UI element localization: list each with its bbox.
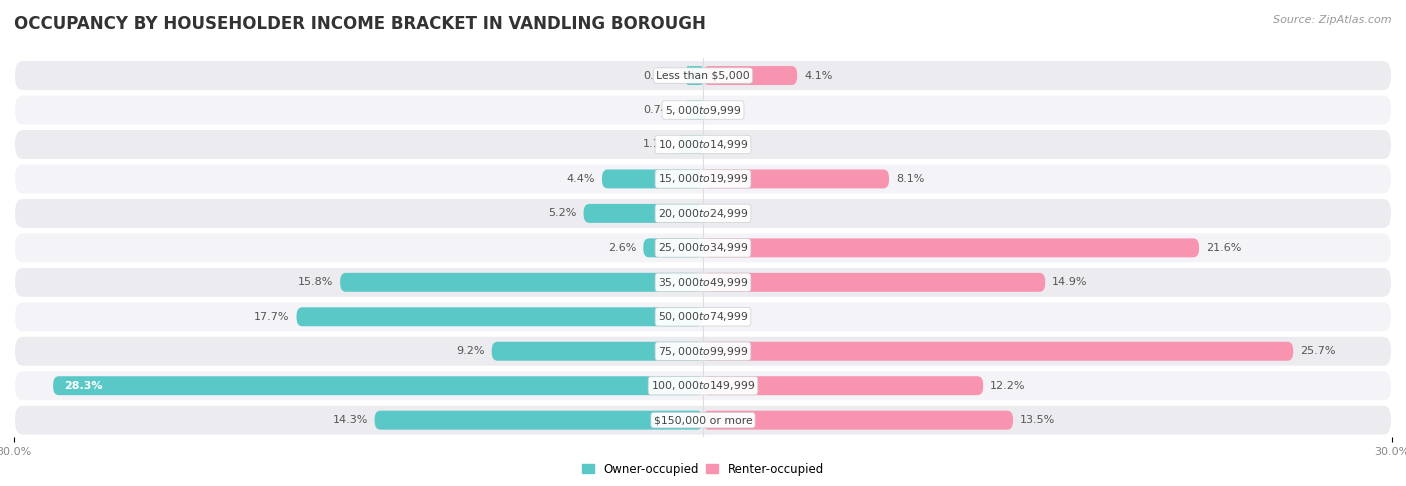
Text: $25,000 to $34,999: $25,000 to $34,999 <box>658 242 748 254</box>
Text: 0.74%: 0.74% <box>644 105 679 115</box>
Text: $100,000 to $149,999: $100,000 to $149,999 <box>651 379 755 392</box>
Text: 21.6%: 21.6% <box>1206 243 1241 253</box>
FancyBboxPatch shape <box>297 307 703 326</box>
FancyBboxPatch shape <box>374 411 703 430</box>
Text: 17.7%: 17.7% <box>254 312 290 322</box>
FancyBboxPatch shape <box>583 204 703 223</box>
Text: 9.2%: 9.2% <box>457 346 485 356</box>
FancyBboxPatch shape <box>703 273 1045 292</box>
FancyBboxPatch shape <box>703 170 889 189</box>
Text: 4.4%: 4.4% <box>567 174 595 184</box>
Text: $150,000 or more: $150,000 or more <box>654 415 752 425</box>
FancyBboxPatch shape <box>14 232 1392 263</box>
Text: $35,000 to $49,999: $35,000 to $49,999 <box>658 276 748 289</box>
FancyBboxPatch shape <box>14 198 1392 229</box>
Text: 28.3%: 28.3% <box>65 381 103 391</box>
Text: Less than $5,000: Less than $5,000 <box>657 70 749 81</box>
Text: 14.9%: 14.9% <box>1052 278 1088 287</box>
Text: 0.74%: 0.74% <box>644 70 679 81</box>
FancyBboxPatch shape <box>678 135 703 154</box>
FancyBboxPatch shape <box>703 342 1294 361</box>
FancyBboxPatch shape <box>53 376 703 395</box>
Text: 2.6%: 2.6% <box>607 243 637 253</box>
FancyBboxPatch shape <box>644 239 703 258</box>
Text: $10,000 to $14,999: $10,000 to $14,999 <box>658 138 748 151</box>
FancyBboxPatch shape <box>14 301 1392 332</box>
Text: 0.0%: 0.0% <box>710 139 738 150</box>
FancyBboxPatch shape <box>14 163 1392 194</box>
FancyBboxPatch shape <box>703 66 797 85</box>
FancyBboxPatch shape <box>686 101 703 120</box>
FancyBboxPatch shape <box>14 267 1392 298</box>
FancyBboxPatch shape <box>14 370 1392 401</box>
Text: $20,000 to $24,999: $20,000 to $24,999 <box>658 207 748 220</box>
FancyBboxPatch shape <box>14 405 1392 435</box>
Text: 15.8%: 15.8% <box>298 278 333 287</box>
Text: 5.2%: 5.2% <box>548 208 576 218</box>
Text: $50,000 to $74,999: $50,000 to $74,999 <box>658 310 748 323</box>
Text: Source: ZipAtlas.com: Source: ZipAtlas.com <box>1274 15 1392 25</box>
Text: $15,000 to $19,999: $15,000 to $19,999 <box>658 173 748 186</box>
Text: 4.1%: 4.1% <box>804 70 832 81</box>
Text: 25.7%: 25.7% <box>1301 346 1336 356</box>
Text: 0.0%: 0.0% <box>710 105 738 115</box>
FancyBboxPatch shape <box>14 60 1392 91</box>
Text: 13.5%: 13.5% <box>1019 415 1054 425</box>
Text: 1.1%: 1.1% <box>643 139 671 150</box>
FancyBboxPatch shape <box>602 170 703 189</box>
FancyBboxPatch shape <box>703 239 1199 258</box>
FancyBboxPatch shape <box>14 129 1392 160</box>
FancyBboxPatch shape <box>703 411 1012 430</box>
Legend: Owner-occupied, Renter-occupied: Owner-occupied, Renter-occupied <box>578 458 828 481</box>
Text: 0.0%: 0.0% <box>710 208 738 218</box>
Text: 12.2%: 12.2% <box>990 381 1025 391</box>
FancyBboxPatch shape <box>14 336 1392 367</box>
Text: 0.0%: 0.0% <box>710 312 738 322</box>
FancyBboxPatch shape <box>340 273 703 292</box>
Text: 8.1%: 8.1% <box>896 174 924 184</box>
FancyBboxPatch shape <box>14 94 1392 125</box>
Text: 14.3%: 14.3% <box>332 415 368 425</box>
FancyBboxPatch shape <box>703 376 983 395</box>
FancyBboxPatch shape <box>686 66 703 85</box>
FancyBboxPatch shape <box>492 342 703 361</box>
Text: $75,000 to $99,999: $75,000 to $99,999 <box>658 345 748 358</box>
Text: OCCUPANCY BY HOUSEHOLDER INCOME BRACKET IN VANDLING BOROUGH: OCCUPANCY BY HOUSEHOLDER INCOME BRACKET … <box>14 15 706 33</box>
Text: $5,000 to $9,999: $5,000 to $9,999 <box>665 104 741 117</box>
